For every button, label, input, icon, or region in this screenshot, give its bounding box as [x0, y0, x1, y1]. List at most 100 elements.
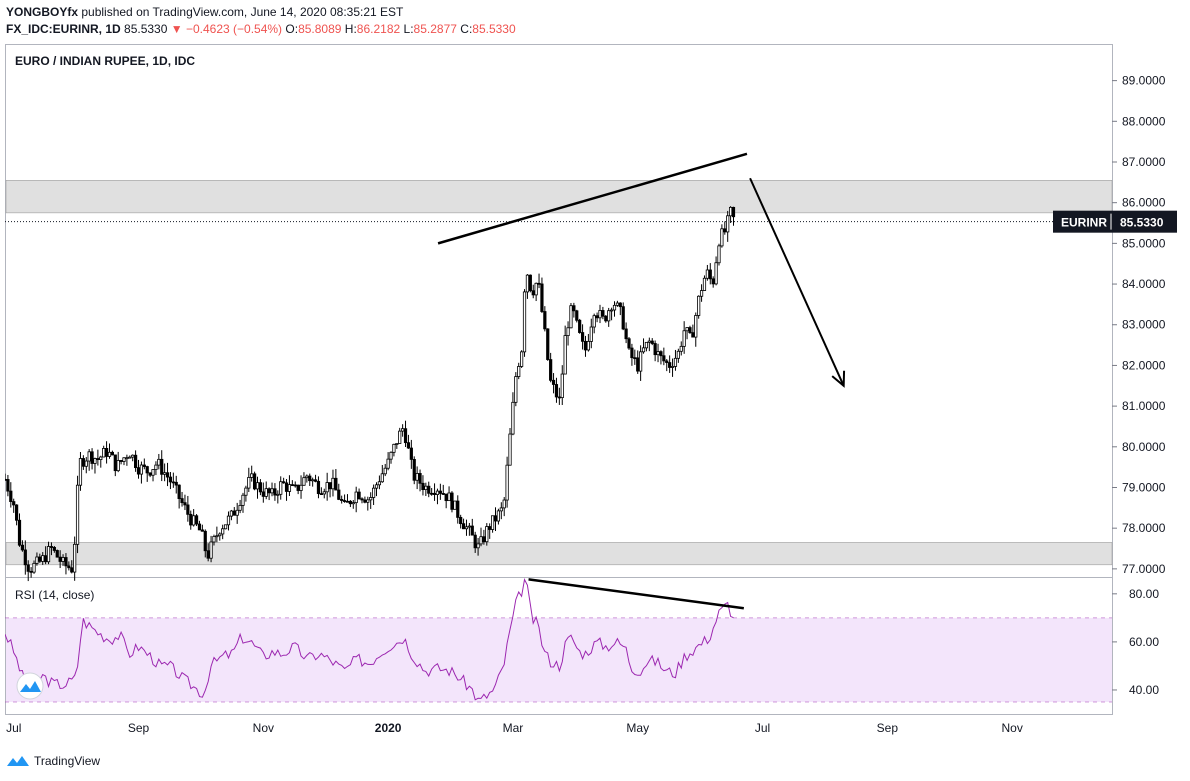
candle-body — [464, 526, 469, 530]
rsi-tick-label: 60.00 — [1129, 635, 1159, 649]
price-change: ▼ −0.4623 (−0.54%) — [170, 22, 283, 36]
candle-112 — [328, 482, 332, 498]
candle-body — [609, 309, 614, 312]
candle-body — [575, 310, 579, 321]
candle-42 — [125, 454, 129, 466]
candle-102 — [299, 475, 303, 499]
candle-body — [366, 499, 370, 503]
candle-body — [665, 360, 669, 363]
candle-104 — [305, 474, 309, 483]
candle-185 — [540, 277, 544, 314]
candle-163 — [476, 537, 480, 556]
candle-211 — [615, 300, 620, 307]
candle-body — [9, 490, 13, 502]
candle-127 — [372, 484, 376, 506]
candle-64 — [189, 510, 193, 530]
candle-body — [264, 488, 268, 497]
candle-196 — [572, 302, 576, 318]
candle-169 — [493, 507, 498, 532]
candle-22 — [67, 561, 71, 571]
chart-area[interactable]: 89.0000 88.0000 87.0000 86.0000 85.0000 84.00… — [3, 44, 1185, 745]
candle-body — [139, 464, 144, 475]
candle-body — [453, 500, 457, 510]
footer-brand[interactable]: TradingView — [34, 754, 101, 768]
candle-body — [670, 366, 675, 368]
candle-body — [232, 510, 236, 516]
candle-82 — [241, 492, 245, 513]
candle-166 — [485, 523, 489, 546]
candle-217 — [633, 349, 637, 365]
candle-body — [17, 519, 22, 546]
publish-date: published on TradingView.com, June 14, 2… — [81, 5, 404, 19]
price-tag-bg — [1053, 210, 1177, 233]
candle-body — [250, 473, 254, 478]
candle-26 — [78, 451, 83, 491]
candle-133 — [389, 451, 393, 464]
candle-109 — [319, 487, 323, 495]
candle-224 — [653, 340, 657, 362]
candle-29 — [87, 449, 91, 471]
candle-18 — [55, 549, 59, 558]
candle-86 — [253, 471, 257, 491]
candle-body — [23, 549, 27, 566]
candle-37 — [110, 450, 114, 456]
candle-body — [273, 488, 277, 496]
candle-174 — [508, 427, 512, 466]
candle-body — [621, 306, 625, 330]
last-price: 85.5330 — [124, 22, 168, 36]
candle-body — [186, 504, 190, 515]
candle-100 — [293, 481, 297, 488]
candle-body — [209, 541, 213, 559]
candle-body — [688, 327, 692, 334]
candle-body — [691, 332, 695, 338]
candle-body — [104, 448, 109, 457]
price-tick-label: 82.0000 — [1122, 358, 1166, 372]
candle-10 — [32, 560, 36, 574]
candle-body — [6, 479, 10, 492]
candle-136 — [398, 427, 402, 444]
candle-24 — [73, 536, 77, 581]
candle-176 — [514, 372, 518, 407]
candle-body — [699, 290, 704, 297]
candle-body — [557, 396, 561, 399]
candle-241 — [702, 275, 707, 292]
candle-33 — [99, 455, 103, 468]
candle-153 — [447, 486, 451, 502]
candle-body — [551, 379, 556, 385]
candle-body — [296, 484, 300, 491]
candle-45 — [134, 450, 138, 472]
tradingview-logo-badge[interactable] — [16, 672, 44, 700]
candle-body — [517, 366, 521, 377]
candle-body — [322, 491, 326, 495]
candle-54 — [160, 450, 164, 482]
candle-body — [334, 477, 338, 491]
author-name[interactable]: YONGBOYfx — [6, 5, 79, 19]
candle-182 — [531, 284, 535, 299]
candle-78 — [229, 509, 233, 521]
candle-21 — [64, 553, 68, 575]
candle-92 — [270, 482, 274, 497]
candle-body — [84, 460, 88, 467]
candle-body — [601, 310, 605, 317]
candle-body — [514, 376, 518, 403]
price-tick-label: 84.0000 — [1122, 277, 1166, 291]
candle-141 — [412, 456, 416, 485]
candle-113 — [331, 469, 335, 497]
candle-60 — [177, 484, 181, 509]
candle-67 — [197, 520, 202, 531]
candle-171 — [499, 502, 503, 520]
candle-body — [360, 498, 364, 501]
symbol-label: FX_IDC:EURINR, 1D — [6, 22, 121, 36]
candle-body — [525, 274, 530, 293]
candle-68 — [200, 524, 204, 532]
candle-body — [401, 428, 405, 432]
candle-150 — [438, 483, 442, 500]
price-tick-label: 88.0000 — [1122, 114, 1166, 128]
candle-81 — [238, 499, 242, 514]
candle-body — [75, 484, 80, 545]
candle-body — [116, 460, 120, 472]
candle-body — [392, 443, 396, 453]
candle-16 — [49, 542, 54, 556]
candle-body — [134, 454, 138, 469]
price-chart-svg[interactable]: 89.0000 88.0000 87.0000 86.0000 85.0000 84.00… — [3, 44, 1185, 745]
